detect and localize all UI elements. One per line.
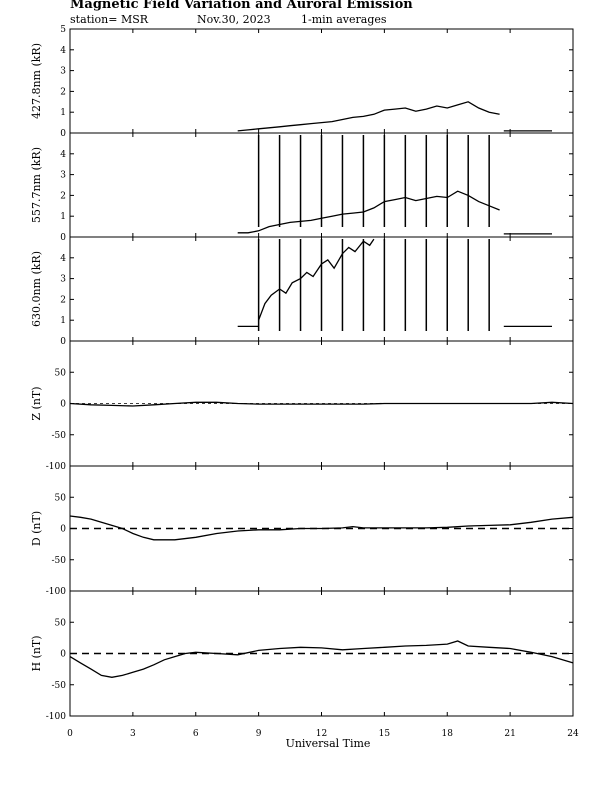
x-tick-label: 6 xyxy=(193,729,199,739)
y-tick-label: 0 xyxy=(60,129,66,139)
y-tick-label: 3 xyxy=(60,275,66,285)
panel-557-7nm: 0 1 2 3 4 557.7nm (kR) xyxy=(30,132,574,243)
y-tick-label: 4 xyxy=(60,150,66,160)
y-tick-label: -100 xyxy=(46,712,66,722)
x-tick-label: 18 xyxy=(442,729,454,739)
y-tick-label: 5 xyxy=(60,25,66,35)
x-tick-label: 21 xyxy=(504,729,515,739)
y-tick-label: 3 xyxy=(60,67,66,77)
y-tick-label: 4 xyxy=(60,46,66,56)
panel-h: -100 -50 0 50 H (nT) xyxy=(30,590,574,722)
chart-title: Magnetic Field Variation and Auroral Emi… xyxy=(70,0,413,12)
x-tick-label: 9 xyxy=(256,729,262,739)
y-tick-label: 2 xyxy=(60,87,66,97)
x-axis-label: Universal Time xyxy=(286,737,371,750)
y-tick-label: 50 xyxy=(55,618,67,628)
x-tick-label: 12 xyxy=(316,729,327,739)
y-tick-label: -50 xyxy=(52,431,67,441)
y-tick-label: 50 xyxy=(55,368,67,378)
y-tick-label: 2 xyxy=(60,295,66,305)
panel-frame xyxy=(69,28,574,134)
y-tick-label: 0 xyxy=(60,233,66,243)
x-tick-label: 15 xyxy=(379,729,391,739)
y-axis-label: 557.7nm (kR) xyxy=(30,147,43,223)
station-label: station= MSR xyxy=(70,13,149,26)
x-tick-label: 24 xyxy=(567,729,579,739)
series-line-1 xyxy=(257,238,375,321)
y-axis-label: 427.8nm (kR) xyxy=(30,43,43,119)
y-tick-label: 0 xyxy=(60,337,66,347)
x-tick-label: 0 xyxy=(67,729,73,739)
y-tick-label: -50 xyxy=(52,681,67,691)
y-tick-label: 50 xyxy=(55,493,67,503)
y-tick-label: 2 xyxy=(60,191,66,201)
panel-630-0nm: 0 1 2 3 4 630.0nm (kR) xyxy=(30,236,574,347)
y-tick-label: 1 xyxy=(60,212,66,222)
series-line-0 xyxy=(69,640,574,678)
y-axis-label: H (nT) xyxy=(30,635,43,671)
y-tick-label: 0 xyxy=(60,525,66,535)
y-axis-label: D (nT) xyxy=(30,511,43,546)
series-line-0 xyxy=(69,515,574,541)
y-tick-label: 3 xyxy=(60,171,66,181)
panel-d: -100 -50 0 50 D (nT) xyxy=(30,465,574,597)
y-tick-label: 0 xyxy=(60,650,66,660)
panel-z: -100 -50 0 50 Z (nT) xyxy=(30,340,574,472)
y-tick-label: 4 xyxy=(60,254,66,264)
averaging-label: 1-min averages xyxy=(301,13,387,26)
y-tick-label: 1 xyxy=(60,108,66,118)
series-line-0 xyxy=(237,101,500,132)
series-line-0 xyxy=(69,401,574,407)
y-tick-label: 0 xyxy=(60,400,66,410)
y-tick-label: 1 xyxy=(60,316,66,326)
x-tick-label: 3 xyxy=(130,729,136,739)
y-axis-label: Z (nT) xyxy=(30,386,43,420)
y-axis-label: 630.0nm (kR) xyxy=(30,251,43,327)
y-tick-label: -100 xyxy=(46,587,66,597)
panel-427-8nm: 0 1 2 3 4 5 427.8nm (kR) xyxy=(30,25,574,139)
y-tick-label: -100 xyxy=(46,462,66,472)
series-line-0 xyxy=(237,190,500,234)
y-tick-label: -50 xyxy=(52,556,67,566)
date-label: Nov.30, 2023 xyxy=(197,13,271,26)
